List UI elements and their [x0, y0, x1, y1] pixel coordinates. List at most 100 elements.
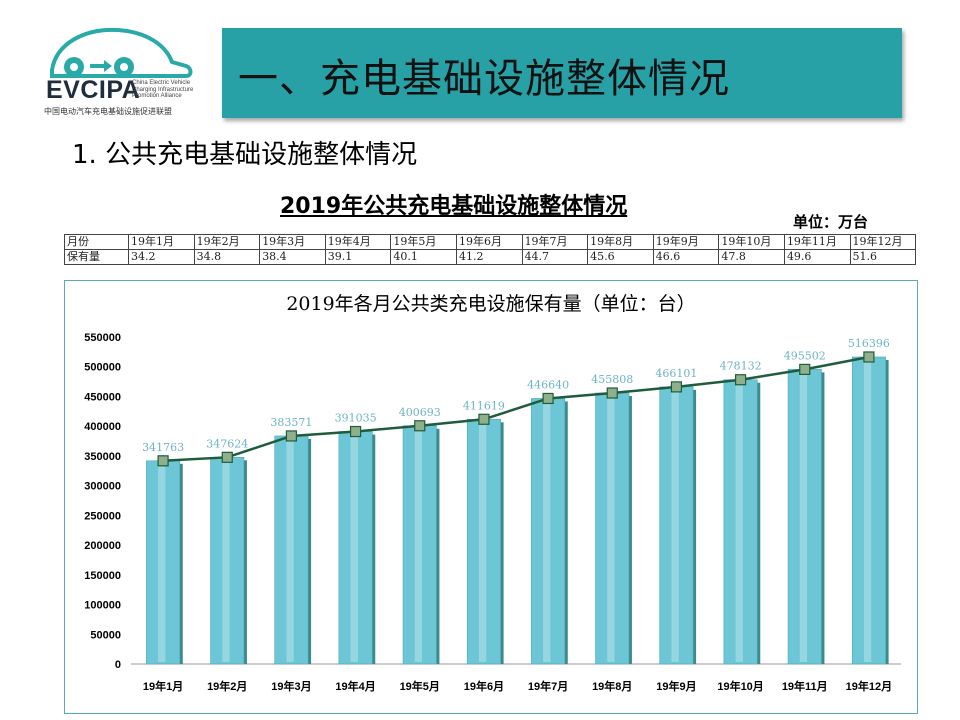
evcipa-logo-icon [50, 27, 193, 78]
table-header-row: 月份 19年1月 19年2月 19年3月 19年4月 19年5月 19年6月 19年7月 19… [64, 234, 917, 250]
line-marker [349, 425, 362, 438]
data-label: 466101 [655, 367, 697, 380]
y-tick-label: 550000 [84, 332, 121, 344]
table-unit: 单位：万台 [793, 213, 869, 231]
table-month-cell: 19年4月 [324, 234, 392, 250]
table-month-cell: 19年1月 [128, 234, 195, 250]
bar [595, 392, 630, 665]
x-tick-label: 19年4月 [335, 679, 375, 693]
y-tick-label: 400000 [84, 421, 121, 433]
bar [787, 369, 822, 665]
bar-highlight [671, 388, 679, 662]
table-value-cell: 41.2 [455, 249, 523, 265]
table-month-cell: 19年3月 [259, 234, 326, 250]
bar-highlight [863, 358, 872, 662]
bar [466, 418, 501, 665]
y-tick-label: 100000 [84, 600, 121, 612]
y-tick-label: 300000 [84, 481, 121, 493]
bar-highlight [478, 421, 487, 662]
table-month-cell: 19年8月 [587, 234, 654, 250]
x-tick-label: 19年5月 [400, 679, 440, 693]
bar-highlight [735, 381, 743, 662]
x-tick-label: 19年11月 [782, 679, 828, 693]
bar-highlight [799, 371, 808, 662]
table-month-cell: 19年5月 [390, 234, 457, 250]
line-marker [221, 451, 233, 463]
data-label: 411619 [463, 399, 505, 412]
data-label: 455808 [591, 373, 633, 386]
x-tick-label: 19年9月 [656, 679, 696, 693]
data-label: 391035 [335, 412, 377, 425]
table-month-cell: 19年2月 [193, 234, 261, 250]
bar-highlight [414, 427, 423, 662]
chart-panel: 2019年各月公共类充电设施保有量（单位：台） 0 50000 100000 15000… [64, 280, 918, 714]
bar [531, 398, 566, 665]
data-label: 516396 [848, 337, 890, 350]
bar [274, 435, 309, 665]
data-label: 341763 [142, 441, 184, 454]
bar [723, 379, 758, 665]
bar-highlight [286, 437, 294, 662]
x-tick-label: 19年7月 [528, 679, 568, 693]
line-marker [670, 381, 683, 393]
table-value-cell: 40.1 [390, 249, 457, 265]
table-title: 2019年公共充电基础设施整体情况 [280, 194, 628, 219]
table-row-label: 保有量 [64, 249, 129, 265]
y-tick-label: 450000 [84, 391, 121, 403]
line-marker [285, 430, 298, 442]
y-tick-label: 250000 [84, 510, 121, 522]
line-marker [157, 455, 169, 467]
bar-line-chart: 2019年各月公共类充电设施保有量（单位：台） 0 50000 100000 15000… [84, 293, 901, 693]
bar [210, 457, 245, 665]
bar-highlight [222, 459, 230, 662]
line-marker [863, 351, 875, 363]
table-value-cell: 34.8 [193, 249, 261, 265]
logo-chinese-name: 中国电动汽车充电基础设施促进联盟 [44, 107, 172, 116]
data-label: 446640 [527, 378, 569, 391]
table-month-cell: 19年6月 [455, 234, 523, 250]
table-month-cell: 19年7月 [521, 234, 589, 250]
table-value-cell: 38.4 [259, 249, 326, 265]
x-tick-label: 19年12月 [846, 679, 892, 693]
data-label: 383571 [270, 416, 312, 429]
y-tick-label: 50000 [90, 629, 121, 641]
bar [338, 431, 373, 665]
line-marker [606, 387, 618, 399]
bar-highlight [350, 433, 358, 662]
x-tick-label: 19年10月 [717, 679, 763, 693]
table-month-cell: 19年12月 [849, 234, 917, 250]
table-value-cell: 46.6 [652, 249, 720, 265]
table-value-cell: 45.6 [587, 249, 654, 265]
y-tick-label: 0 [115, 659, 121, 671]
bar-highlight [607, 395, 615, 662]
table-month-cell: 19年11月 [783, 234, 851, 250]
trend-line [163, 355, 870, 463]
bar [146, 460, 181, 665]
line-marker [414, 420, 426, 432]
table-value-cell: 34.2 [128, 249, 195, 265]
y-tick-label: 350000 [84, 451, 121, 463]
bar [851, 356, 886, 665]
data-table: 月份 19年1月 19年2月 19年3月 19年4月 19年5月 19年6月 19年7月 19… [64, 234, 917, 265]
table-month-cell: 19年10月 [718, 234, 785, 250]
data-label: 478132 [720, 360, 762, 373]
x-tick-label: 19年1月 [143, 679, 183, 693]
x-tick-label: 19年6月 [464, 679, 504, 693]
table-value-cell: 51.6 [849, 249, 917, 265]
line-marker [734, 374, 747, 386]
table-value-cell: 44.7 [521, 249, 589, 265]
y-tick-label: 500000 [84, 362, 121, 374]
chart-title: 2019年各月公共类充电设施保有量（单位：台） [286, 293, 695, 315]
bar-highlight [543, 400, 551, 662]
line-marker [478, 413, 490, 425]
logo-subtitle: China Electric Vehicle Charging Infrastr… [132, 80, 194, 99]
x-tick-label: 19年8月 [592, 679, 632, 693]
x-tick-label: 19年2月 [207, 679, 247, 693]
line-marker [542, 392, 554, 405]
data-label: 495502 [784, 349, 826, 362]
x-tick-label: 19年3月 [271, 679, 311, 693]
table-value-cell: 47.8 [718, 249, 785, 265]
table-value-cell: 39.1 [324, 249, 392, 265]
bar-highlight [158, 462, 166, 662]
title-banner: 一、充电基础设施整体情况 [222, 28, 902, 118]
